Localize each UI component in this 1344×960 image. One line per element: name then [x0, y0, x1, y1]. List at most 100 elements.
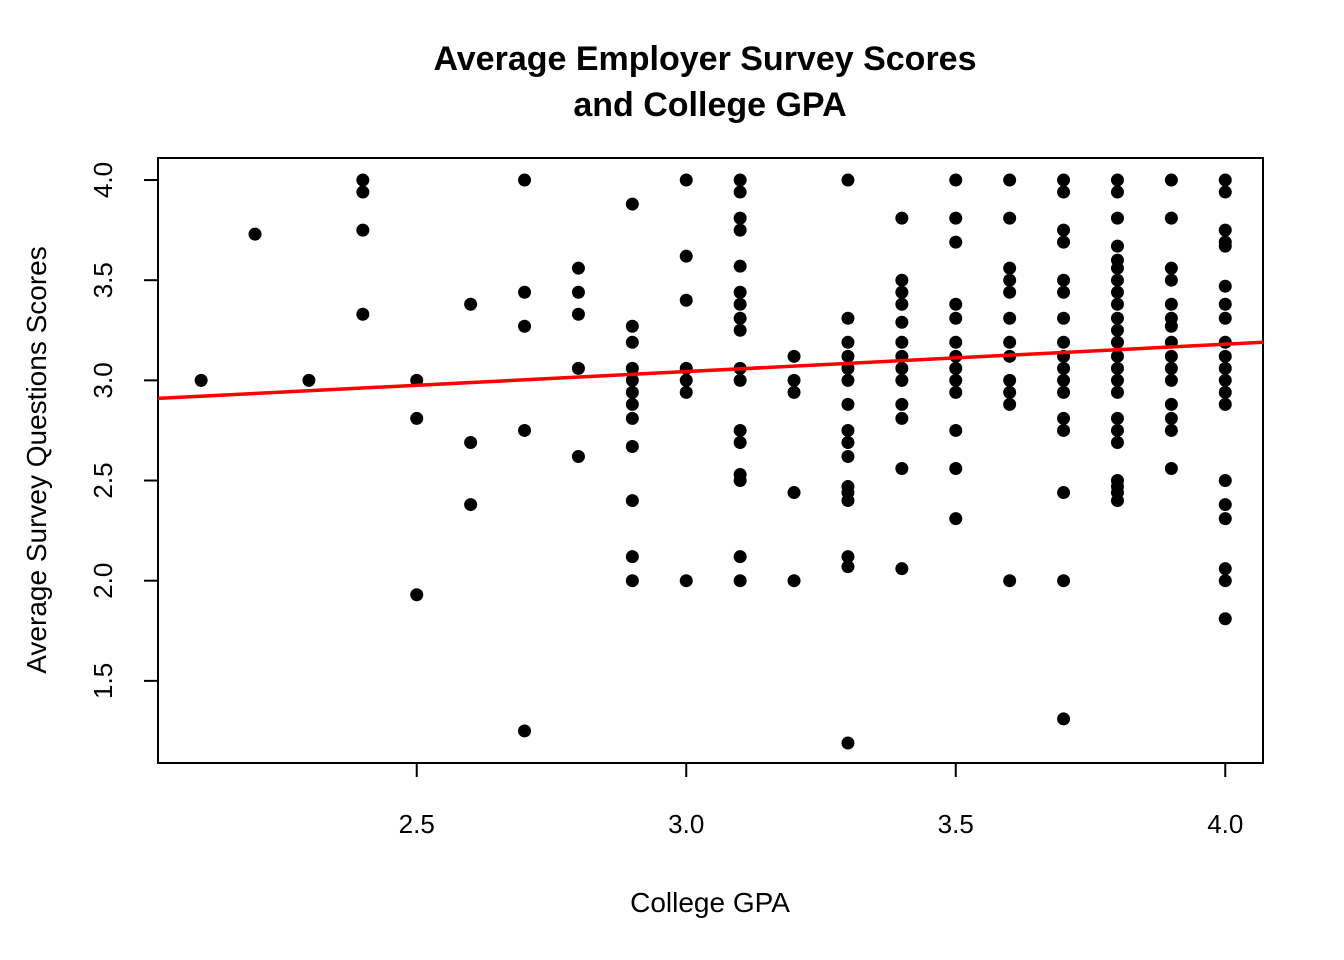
data-point	[1003, 261, 1017, 275]
data-point	[841, 311, 855, 325]
y-tick-label: 1.5	[88, 663, 118, 699]
data-point	[1218, 349, 1232, 363]
data-point	[1057, 223, 1071, 237]
data-point	[464, 498, 478, 512]
data-point	[733, 173, 747, 187]
data-point	[1003, 574, 1017, 588]
data-point	[787, 349, 801, 363]
data-point	[625, 494, 639, 508]
data-point	[949, 512, 963, 526]
data-point	[1164, 273, 1178, 287]
data-point	[356, 185, 370, 199]
data-point	[1218, 373, 1232, 387]
data-point	[1003, 385, 1017, 399]
data-point	[733, 285, 747, 299]
data-point	[1218, 474, 1232, 488]
data-point	[895, 285, 909, 299]
data-point	[733, 223, 747, 237]
data-point	[949, 235, 963, 249]
data-point	[356, 307, 370, 321]
data-point	[1164, 261, 1178, 275]
data-points	[194, 173, 1232, 750]
data-point	[1218, 574, 1232, 588]
data-point	[625, 361, 639, 375]
data-point	[1003, 311, 1017, 325]
data-point	[733, 311, 747, 325]
data-point	[1003, 285, 1017, 299]
data-point	[895, 273, 909, 287]
data-point	[949, 462, 963, 476]
data-point	[571, 361, 585, 375]
data-point	[949, 311, 963, 325]
data-point	[1164, 411, 1178, 425]
data-point	[1218, 397, 1232, 411]
data-point	[1057, 373, 1071, 387]
data-point	[679, 373, 693, 387]
data-point	[1218, 239, 1232, 253]
data-point	[571, 449, 585, 463]
data-point	[1110, 373, 1124, 387]
data-point	[1057, 423, 1071, 437]
data-point	[1110, 435, 1124, 449]
data-point	[1218, 279, 1232, 293]
data-point	[895, 335, 909, 349]
data-point	[1110, 335, 1124, 349]
data-point	[1218, 185, 1232, 199]
y-axis-label: Average Survey Questions Scores	[21, 246, 52, 673]
data-point	[625, 574, 639, 588]
data-point	[571, 307, 585, 321]
data-point	[1057, 411, 1071, 425]
data-point	[895, 315, 909, 329]
data-point	[1218, 311, 1232, 325]
data-point	[1057, 273, 1071, 287]
data-point	[1110, 311, 1124, 325]
data-point	[518, 423, 532, 437]
data-point	[895, 211, 909, 225]
data-point	[841, 397, 855, 411]
data-point	[679, 173, 693, 187]
data-point	[1057, 173, 1071, 187]
data-point	[194, 373, 208, 387]
data-point	[1218, 385, 1232, 399]
data-point	[1218, 223, 1232, 237]
data-point	[625, 411, 639, 425]
data-point	[1110, 239, 1124, 253]
data-point	[733, 323, 747, 337]
data-point	[787, 486, 801, 500]
data-point	[1110, 297, 1124, 311]
data-point	[895, 361, 909, 375]
data-point	[1164, 373, 1178, 387]
x-axis: 2.5 3.0 3.5 4.0	[399, 763, 1243, 839]
data-point	[1110, 494, 1124, 508]
data-point	[733, 574, 747, 588]
data-point	[787, 385, 801, 399]
data-point	[1003, 173, 1017, 187]
data-point	[733, 550, 747, 564]
fit-line-group	[157, 340, 1264, 401]
data-point	[410, 411, 424, 425]
y-tick-label: 3.5	[88, 262, 118, 298]
data-point	[1057, 311, 1071, 325]
data-point	[1164, 397, 1178, 411]
data-point	[1057, 712, 1071, 726]
data-point	[625, 397, 639, 411]
data-point	[1057, 185, 1071, 199]
data-point	[625, 439, 639, 453]
data-point	[949, 385, 963, 399]
data-point	[949, 423, 963, 437]
data-point	[1110, 349, 1124, 363]
data-point	[733, 211, 747, 225]
data-point	[841, 173, 855, 187]
data-point	[733, 435, 747, 449]
data-point	[949, 335, 963, 349]
y-axis: 1.5 2.0 2.5 3.0 3.5 4.0	[88, 162, 158, 699]
data-point	[1057, 335, 1071, 349]
data-point	[1057, 486, 1071, 500]
data-point	[679, 385, 693, 399]
data-point	[1057, 385, 1071, 399]
data-point	[733, 373, 747, 387]
data-point	[1057, 574, 1071, 588]
data-point	[895, 373, 909, 387]
data-point	[841, 736, 855, 750]
